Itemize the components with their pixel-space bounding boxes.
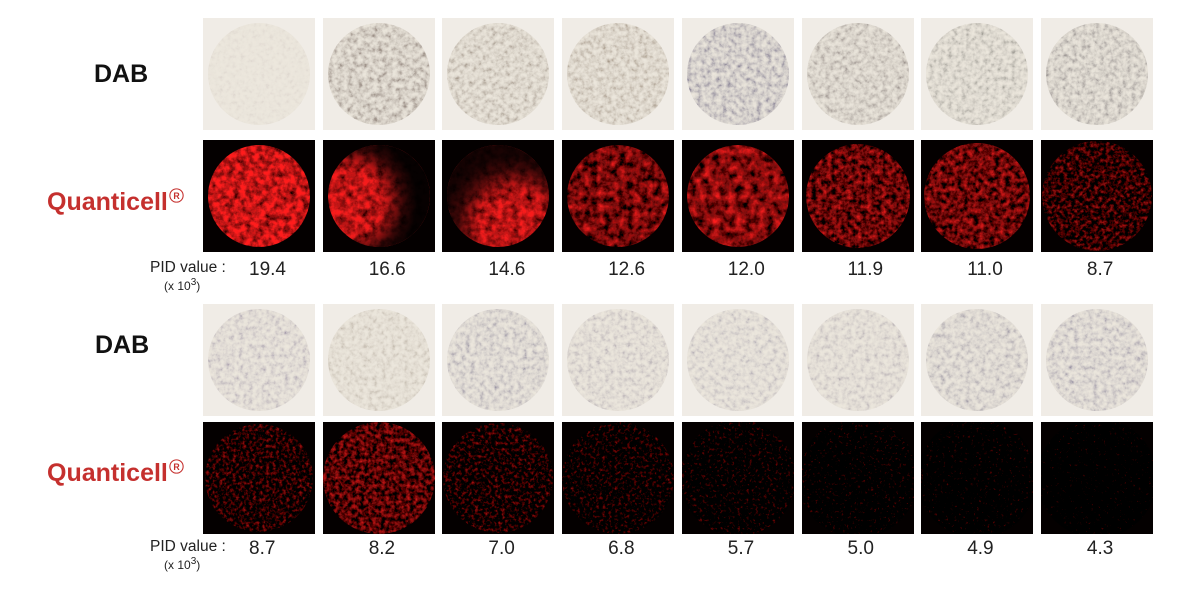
svg-text:R: R xyxy=(173,191,180,201)
svg-text:R: R xyxy=(173,462,180,472)
